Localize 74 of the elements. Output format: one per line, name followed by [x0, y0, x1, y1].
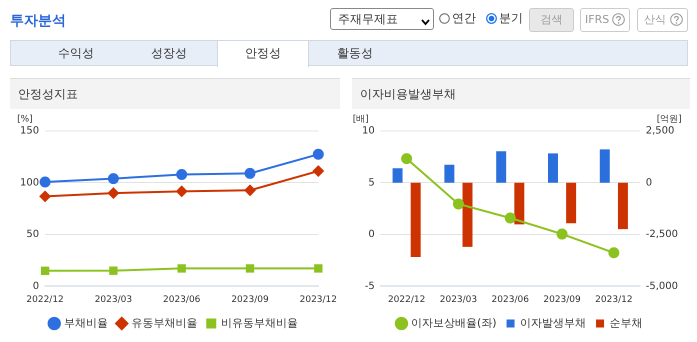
y2-tick-label: -2,500	[646, 229, 678, 240]
y2-tick-label: -5,000	[646, 280, 678, 292]
legend-label: 순부채	[610, 316, 643, 330]
text: 수익성	[57, 45, 95, 62]
y-tick-label: 10	[362, 126, 375, 137]
chart-title: 이자비용발생부채	[352, 79, 690, 109]
bar	[410, 182, 421, 258]
x-tick-label: 2023/09	[231, 294, 269, 305]
point	[244, 184, 256, 196]
bar	[548, 153, 558, 183]
point	[314, 264, 322, 273]
x-tick-label: 2023/09	[543, 294, 582, 305]
y2-axis-title: [억원]	[656, 114, 682, 124]
bar	[600, 149, 610, 183]
y-tick-label: 100	[20, 177, 40, 188]
x-tick-label: 2022/12	[388, 294, 426, 305]
x-tick-label: 2023/06	[492, 294, 530, 305]
text: IFRS	[580, 8, 630, 32]
point	[401, 153, 412, 164]
bar	[462, 182, 472, 247]
legend-label: 유동부채비율	[131, 316, 198, 330]
x-tick-label: 2023/03	[440, 294, 478, 305]
text: 연간	[452, 10, 476, 27]
x-tick-label: 2022/12	[26, 294, 64, 305]
legend-label: 이자보상배율(좌)	[410, 316, 497, 330]
y-tick-label: 0	[32, 280, 40, 292]
point	[176, 168, 188, 180]
point	[504, 212, 516, 224]
bar	[618, 182, 628, 230]
y-tick-label: 0	[368, 229, 375, 240]
x-tick-label: 2023/12	[300, 294, 337, 305]
text: 검색	[529, 8, 574, 32]
y-tick-label: 50	[26, 229, 40, 240]
bar	[496, 151, 506, 183]
y-axis-title: [배]	[352, 114, 369, 124]
x-tick-label: 2023/06	[163, 294, 201, 305]
x-tick-label: 2023/12	[595, 294, 633, 305]
point	[312, 148, 324, 160]
point	[244, 168, 256, 179]
bar	[444, 164, 454, 183]
y2-tick-label: 2,500	[646, 126, 674, 137]
point	[40, 176, 51, 188]
text: 투자분석	[10, 12, 66, 30]
y-tick-label: 5	[368, 177, 375, 188]
bar	[566, 182, 576, 224]
bar	[392, 168, 403, 183]
y-tick-label: -5	[364, 280, 375, 292]
point	[312, 166, 324, 177]
point	[246, 264, 254, 273]
point	[452, 198, 464, 210]
legend-label: 이자발생부채	[520, 316, 586, 330]
point	[178, 264, 186, 273]
legend-label: 부채비율	[64, 316, 108, 330]
point	[109, 266, 118, 275]
point	[608, 247, 620, 258]
point	[40, 190, 51, 202]
chart-title: 안정성지표	[10, 79, 340, 109]
text: 안정성	[217, 40, 309, 67]
y2-tick-label: 0	[646, 177, 652, 188]
point	[108, 173, 119, 184]
y-tick-label: 150	[20, 126, 40, 137]
point	[108, 188, 119, 199]
text: 주재무제표	[330, 8, 434, 30]
text: 분기	[499, 10, 523, 27]
x-tick-label: 2023/03	[94, 294, 132, 305]
text: 활동성	[336, 45, 374, 62]
text: 산식	[637, 8, 688, 32]
point	[40, 266, 50, 275]
legend-label: 비유동부채비율	[220, 316, 298, 330]
bar	[514, 182, 524, 224]
text: 성장성	[150, 45, 188, 62]
point	[176, 186, 188, 197]
point	[556, 228, 568, 240]
y-axis-title: [%]	[17, 114, 33, 124]
